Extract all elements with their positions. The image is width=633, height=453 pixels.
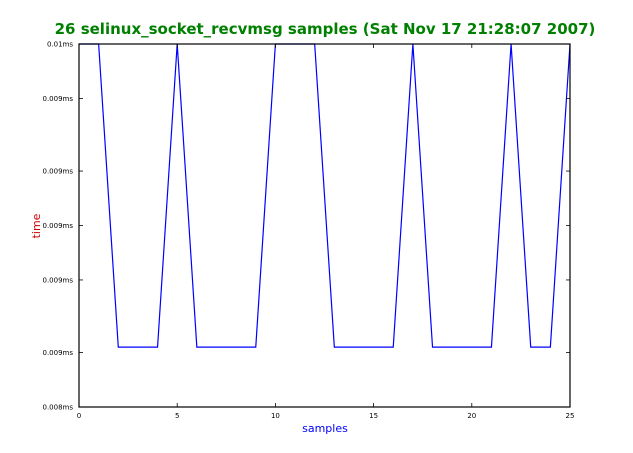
y-tick-label: 0.009ms — [42, 276, 73, 284]
plot-area: 0 5 10 15 20 25 0.01ms 0.009ms 0.009ms 0.009ms 0.0… — [42, 41, 574, 421]
y-tick-label: 0.01ms — [47, 41, 73, 49]
x-tick-label: 0 — [77, 412, 81, 420]
x-tick-label: 5 — [175, 412, 179, 420]
y-tick-label: 0.009ms — [42, 95, 73, 103]
x-tick-label: 20 — [467, 412, 476, 420]
x-tick-label: 25 — [566, 412, 575, 420]
x-tick-label: 15 — [369, 412, 378, 420]
x-tick-label: 10 — [271, 412, 280, 420]
y-tick-label: 0.009ms — [42, 222, 73, 230]
y-axis-label: time — [30, 213, 43, 238]
y-tick-label: 0.008ms — [42, 404, 73, 412]
y-tick-label: 0.009ms — [42, 168, 73, 176]
chart-title: 26 selinux_socket_recvmsg samples (Sat N… — [55, 20, 596, 38]
y-tick-label: 0.009ms — [42, 349, 73, 357]
series-line-0 — [79, 43, 571, 348]
x-axis-label: samples — [302, 422, 348, 435]
